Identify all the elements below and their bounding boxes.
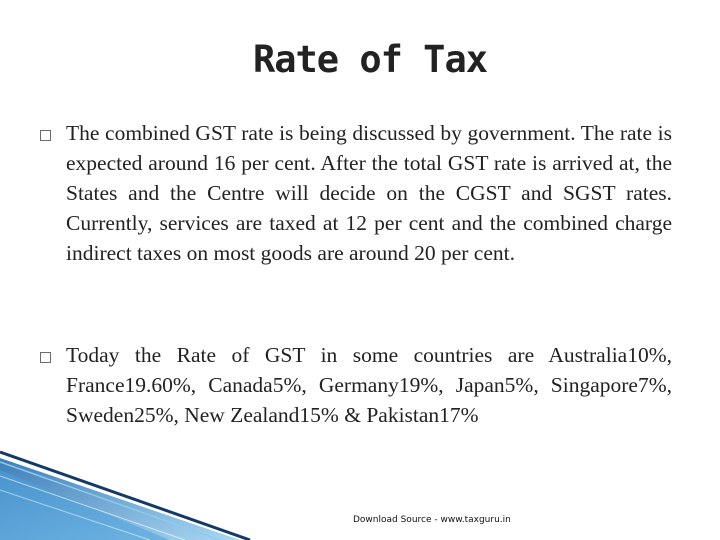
bullet-item-2: Today the Rate of GST in some countries … <box>40 340 672 430</box>
square-bullet-icon <box>40 340 66 372</box>
bullet-text-1: The combined GST rate is being discussed… <box>66 121 672 265</box>
slide-title: Rate of Tax <box>252 38 488 81</box>
footer-source: Download Source - www.taxguru.in <box>353 515 511 525</box>
square-bullet-icon <box>40 118 66 150</box>
bullet-item-1: The combined GST rate is being discussed… <box>40 118 672 268</box>
bullet-text-2: Today the Rate of GST in some countries … <box>66 343 672 427</box>
